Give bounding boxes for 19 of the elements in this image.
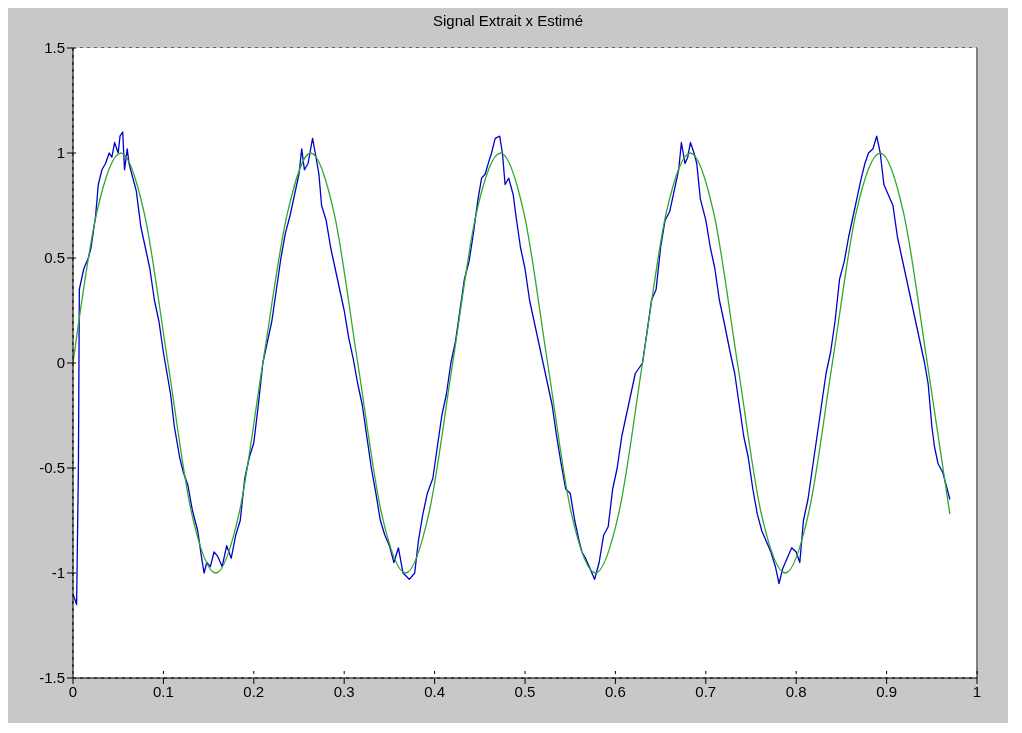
- x-tick-label: 0.6: [604, 682, 626, 700]
- x-tick-label: 0.7: [695, 682, 717, 700]
- y-tick-label: 0.5: [44, 249, 65, 267]
- x-tick-label: 0.8: [785, 682, 807, 700]
- x-tick-label: 0.3: [333, 682, 355, 700]
- x-tick-label: 0.4: [424, 682, 446, 700]
- x-tick-label: 0.5: [514, 682, 536, 700]
- y-tick-label: -1.5: [39, 669, 65, 687]
- chart-title: Signal Extrait x Estimé: [431, 12, 585, 29]
- y-tick-label: -1: [51, 564, 65, 582]
- x-tick-label: 0: [68, 682, 78, 700]
- x-tick-label: 0.2: [243, 682, 265, 700]
- y-tick-label: 0: [56, 354, 65, 372]
- x-tick-label: 0.1: [152, 682, 174, 700]
- x-tick-label: 1: [972, 682, 982, 700]
- y-tick-label: 1.5: [44, 39, 65, 57]
- x-tick-label: 0.9: [876, 682, 898, 700]
- y-tick-label: -0.5: [39, 459, 65, 477]
- y-tick-label: 1: [56, 144, 65, 162]
